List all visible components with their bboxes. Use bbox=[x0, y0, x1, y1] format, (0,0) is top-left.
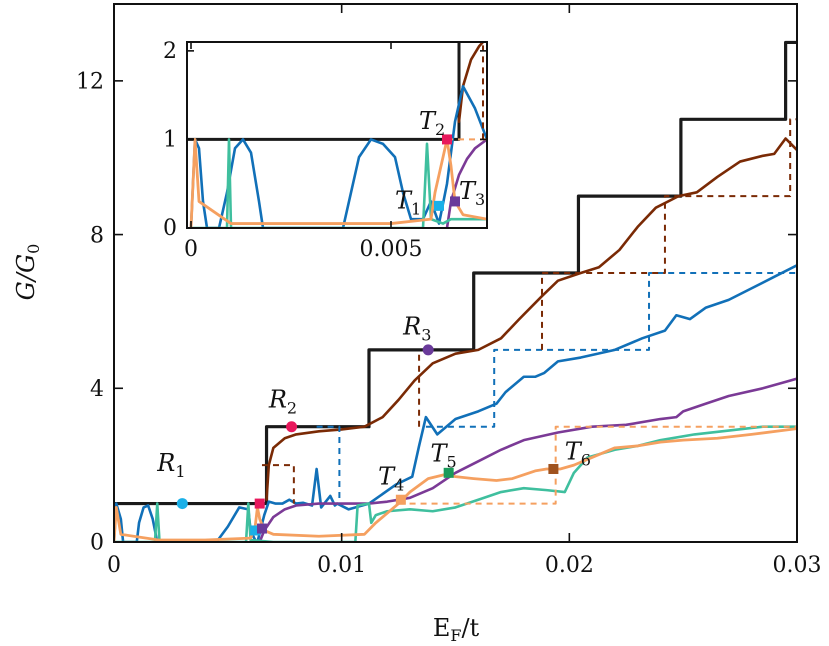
x-axis-label-sub: F bbox=[450, 626, 461, 645]
main-label-sub: 1 bbox=[175, 462, 185, 481]
main-marker-R3 bbox=[422, 344, 434, 356]
main-label-sub: 5 bbox=[446, 452, 456, 471]
inset-series-i-brown bbox=[457, 42, 485, 124]
main-x-tick-label: 0.02 bbox=[545, 553, 594, 578]
main-label-main: T bbox=[565, 437, 583, 465]
main-marker-R2 bbox=[286, 421, 298, 433]
inset-label-sub: 3 bbox=[475, 190, 485, 209]
y-axis-label-main: G/G bbox=[12, 254, 40, 300]
inset-label-main: T bbox=[459, 177, 477, 205]
inset-label-T3: T3 bbox=[459, 177, 485, 209]
inset-y-tick-label: 1 bbox=[163, 127, 177, 152]
main-series-staircase bbox=[114, 40, 797, 506]
main-label-T4: T4 bbox=[378, 462, 404, 494]
y-axis-label: G/G0 bbox=[12, 244, 43, 301]
x-axis-label: EF/t bbox=[433, 614, 480, 645]
inset-label-main: T bbox=[395, 187, 413, 215]
main-marker-T1 bbox=[250, 525, 261, 536]
inset-plot-markers bbox=[434, 134, 460, 211]
inset-plot-axes: 0 0.005 0 1 2 bbox=[163, 39, 488, 262]
main-series-d3 bbox=[316, 425, 341, 504]
main-series-brown bbox=[265, 137, 797, 502]
y-axis-label-sub: 0 bbox=[24, 244, 43, 254]
inset-label-T1: T1 bbox=[395, 187, 421, 219]
main-series-blue bbox=[114, 264, 797, 542]
main-marker-T6 bbox=[548, 463, 559, 474]
main-series-d7 bbox=[398, 425, 797, 505]
main-y-tick-label: 4 bbox=[90, 377, 104, 402]
main-x-tick-label: 0.01 bbox=[317, 553, 366, 578]
main-plot-markers bbox=[176, 344, 559, 536]
main-label-main: R bbox=[156, 449, 175, 477]
main-marker-T2 bbox=[254, 498, 265, 509]
main-x-tick-label: 0 bbox=[107, 553, 121, 578]
main-series-d2 bbox=[261, 464, 295, 504]
main-series-d5 bbox=[425, 272, 797, 428]
main-label-sub: 4 bbox=[394, 475, 404, 494]
main-label-sub: 6 bbox=[581, 450, 591, 469]
main-series-teal bbox=[114, 425, 797, 542]
main-series-orange bbox=[114, 427, 797, 542]
main-axes-frame bbox=[113, 3, 798, 543]
main-marker-R1 bbox=[176, 498, 188, 510]
inset-y-tick-label: 2 bbox=[163, 39, 177, 64]
main-label-main: T bbox=[378, 462, 396, 490]
main-marker-T5 bbox=[443, 467, 454, 478]
main-label-main: R bbox=[268, 386, 287, 414]
inset-label-main: T bbox=[419, 107, 437, 135]
main-y-tick-label: 12 bbox=[76, 70, 104, 95]
main-series-purple bbox=[258, 377, 797, 542]
main-label-sub: 3 bbox=[421, 325, 431, 344]
main-label-T6: T6 bbox=[565, 437, 591, 469]
main-label-R2: R2 bbox=[268, 386, 297, 418]
main-label-main: T bbox=[430, 439, 448, 467]
inset-x-tick-label: 0.005 bbox=[360, 237, 423, 262]
inset-marker-iT1 bbox=[434, 200, 444, 211]
inset-marker-iT2 bbox=[442, 134, 452, 145]
inset-axes-frame bbox=[186, 41, 488, 229]
main-marker-T4 bbox=[395, 494, 406, 505]
main-y-tick-label: 8 bbox=[90, 223, 104, 248]
x-axis-label-main: E bbox=[433, 614, 451, 642]
main-y-tick-label: 0 bbox=[90, 531, 104, 556]
inset-x-tick-label: 0 bbox=[184, 237, 198, 262]
x-axis-label-rest: /t bbox=[461, 614, 479, 642]
inset-y-tick-label: 0 bbox=[163, 216, 177, 241]
inset-label-sub: 2 bbox=[435, 120, 445, 139]
inset-series-i-teal bbox=[189, 138, 487, 228]
main-label-R1: R1 bbox=[156, 449, 185, 481]
main-label-sub: 2 bbox=[287, 399, 297, 418]
main-label-R3: R3 bbox=[402, 312, 431, 344]
inset-label-sub: 1 bbox=[411, 200, 421, 219]
main-marker-T3 bbox=[256, 523, 267, 534]
main-label-T5: T5 bbox=[430, 439, 456, 471]
main-x-tick-label: 0.03 bbox=[773, 553, 822, 578]
inset-label-T2: T2 bbox=[419, 107, 445, 139]
main-label-main: R bbox=[402, 312, 421, 340]
main-series-d6 bbox=[541, 118, 797, 350]
inset-background bbox=[187, 42, 487, 228]
inset-marker-iT3 bbox=[450, 196, 460, 207]
